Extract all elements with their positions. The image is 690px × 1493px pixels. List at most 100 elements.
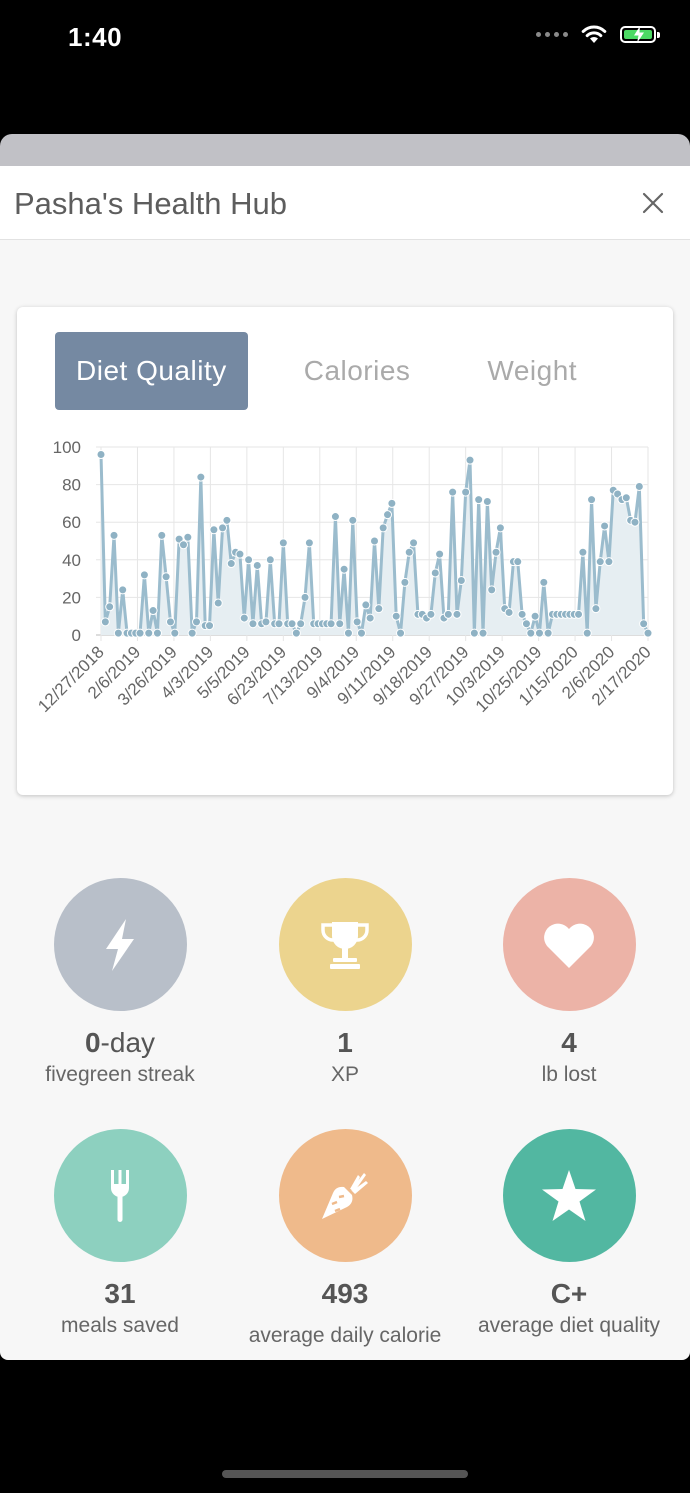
- data-point: [296, 619, 306, 629]
- data-point: [304, 538, 314, 548]
- status-icons: [536, 24, 660, 44]
- cellular-signal-icon: [536, 31, 568, 37]
- stat-value: 1: [337, 1027, 353, 1058]
- stat-weight-lost: 4 lb lost: [454, 878, 684, 1087]
- data-point: [435, 549, 445, 559]
- data-point: [274, 619, 284, 629]
- stat-value: 4: [561, 1027, 577, 1058]
- data-point: [365, 613, 375, 623]
- data-point: [456, 575, 466, 585]
- data-point: [530, 611, 540, 621]
- data-point: [539, 577, 549, 587]
- data-point: [187, 628, 197, 638]
- data-point: [600, 521, 610, 531]
- stat-value: 0-day: [84, 1027, 156, 1058]
- stat-label: average daily calorie intake: [248, 1324, 442, 1347]
- health-hub-sheet: Pasha's Health Hub Diet Quality Calories…: [0, 166, 690, 1360]
- data-point: [387, 498, 397, 508]
- page-title: Pasha's Health Hub: [14, 186, 288, 221]
- stat-label: lb lost: [541, 1063, 597, 1086]
- data-point: [239, 613, 249, 623]
- data-point: [578, 547, 588, 557]
- tab-calories[interactable]: Calories: [303, 355, 411, 386]
- stat-label: meals saved: [61, 1314, 179, 1337]
- stat-label: XP: [330, 1063, 359, 1086]
- data-point: [352, 617, 362, 627]
- data-point: [170, 628, 180, 638]
- data-point: [513, 557, 523, 567]
- stat-value: 31: [104, 1278, 136, 1309]
- data-point: [291, 628, 301, 638]
- trophy-icon: [321, 921, 369, 969]
- data-point: [582, 628, 592, 638]
- data-point: [604, 557, 614, 567]
- data-point: [252, 560, 262, 570]
- carrot-icon: [322, 1172, 368, 1219]
- data-point: [452, 609, 462, 619]
- data-point: [109, 530, 119, 540]
- data-point: [621, 493, 631, 503]
- data-point: [161, 572, 171, 582]
- data-point: [534, 628, 544, 638]
- data-point: [222, 515, 232, 525]
- y-tick-label: 0: [72, 626, 81, 645]
- data-point: [139, 570, 149, 580]
- data-point: [521, 619, 531, 629]
- sheet-header: Pasha's Health Hub: [0, 166, 690, 240]
- tab-weight[interactable]: Weight: [487, 355, 578, 386]
- stat-streak: 0-day fivegreen streak: [5, 878, 235, 1087]
- fork-icon: [111, 1169, 129, 1222]
- wifi-icon: [581, 25, 607, 43]
- y-tick-label: 80: [62, 476, 81, 495]
- data-point: [152, 628, 162, 638]
- data-point: [335, 619, 345, 629]
- heart-icon: [544, 923, 594, 968]
- y-tick-label: 100: [53, 438, 81, 457]
- data-point: [105, 602, 115, 612]
- stat-diet-quality: C+ average diet quality: [454, 1129, 684, 1338]
- data-point: [96, 450, 106, 460]
- diet-quality-chart: 02040608010012/27/20182/6/20193/26/20194…: [34, 438, 655, 716]
- data-point: [409, 538, 419, 548]
- y-tick-label: 60: [62, 513, 81, 532]
- data-point: [218, 523, 228, 533]
- data-point: [261, 617, 271, 627]
- data-point: [639, 619, 649, 629]
- data-point: [383, 510, 393, 520]
- stat-circle: [502, 1129, 636, 1262]
- data-point: [205, 621, 215, 631]
- data-point: [426, 609, 436, 619]
- data-point: [587, 495, 597, 505]
- chart-tabs: Diet Quality Calories Weight: [55, 332, 598, 410]
- data-point: [495, 523, 505, 533]
- data-point: [378, 523, 388, 533]
- data-point: [157, 530, 167, 540]
- stat-label: fivegreen streak: [45, 1063, 195, 1086]
- data-point: [461, 487, 471, 497]
- data-point: [244, 555, 254, 565]
- data-point: [491, 547, 501, 557]
- data-point: [178, 540, 188, 550]
- data-point: [148, 606, 158, 616]
- close-button[interactable]: [638, 188, 668, 218]
- data-point: [209, 525, 219, 535]
- data-point: [391, 611, 401, 621]
- data-point: [474, 495, 484, 505]
- stat-circle: [278, 1129, 412, 1262]
- data-point: [517, 609, 527, 619]
- data-point: [374, 604, 384, 614]
- data-point: [165, 617, 175, 627]
- stat-circle: [53, 878, 187, 1011]
- data-point: [343, 628, 353, 638]
- data-point: [482, 497, 492, 507]
- data-point: [448, 487, 458, 497]
- home-indicator: [222, 1470, 468, 1478]
- data-point: [226, 559, 236, 569]
- tab-diet-quality[interactable]: Diet Quality: [55, 332, 248, 410]
- data-point: [100, 617, 110, 627]
- data-point: [356, 628, 366, 638]
- data-point: [235, 549, 245, 559]
- data-point: [278, 538, 288, 548]
- data-point: [300, 592, 310, 602]
- data-point: [326, 619, 336, 629]
